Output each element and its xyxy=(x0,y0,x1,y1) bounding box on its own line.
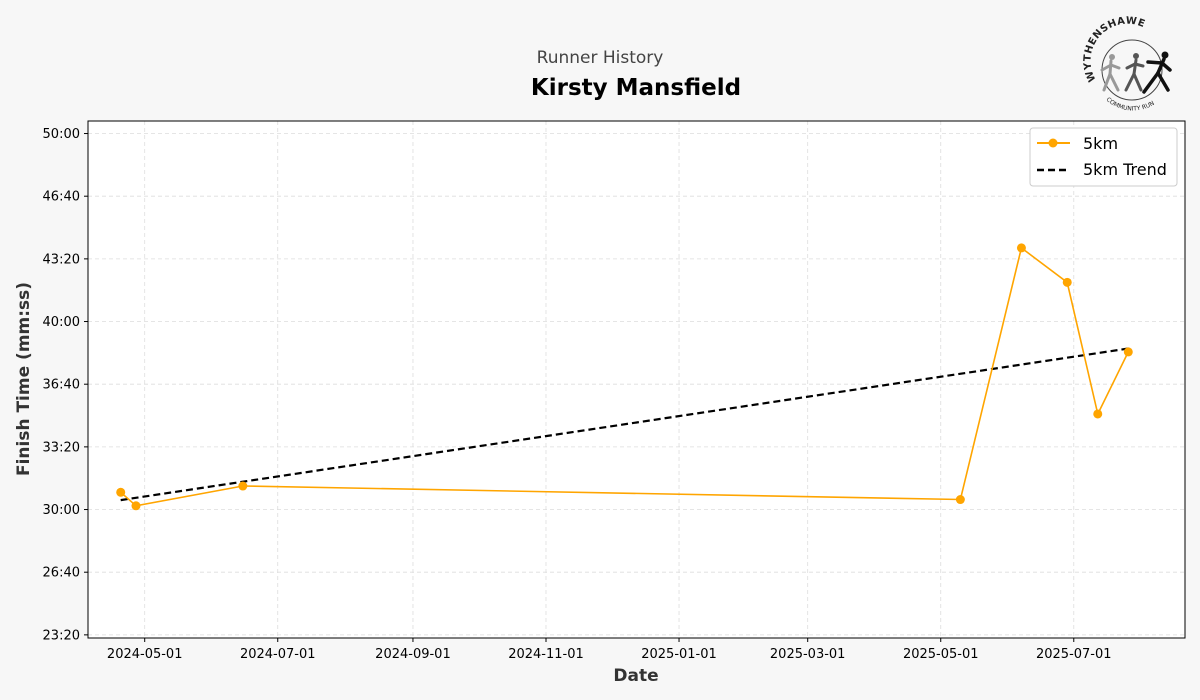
x-tick-label: 2025-07-01 xyxy=(1036,647,1112,662)
legend: 5km 5km Trend xyxy=(1029,127,1178,187)
chart-subtitle: Runner History xyxy=(537,48,664,68)
series-5km-line xyxy=(120,246,1130,507)
series-5km-point xyxy=(116,487,126,497)
series-5km-point xyxy=(238,481,248,491)
y-tick-label: 43:20 xyxy=(43,252,80,267)
series-5km-point xyxy=(131,501,141,511)
runners-icon xyxy=(1100,51,1172,94)
y-axis-label: Finish Time (mm:ss) xyxy=(14,282,34,476)
y-tick-label: 36:40 xyxy=(43,378,80,393)
x-tick-label: 2025-01-01 xyxy=(641,647,717,662)
legend-5km-marker xyxy=(1048,138,1058,148)
legend-5km-label: 5km xyxy=(1083,134,1118,153)
series-trend-line xyxy=(120,347,1129,502)
y-tick-label: 46:40 xyxy=(43,190,80,205)
y-tick-label: 50:00 xyxy=(43,127,80,142)
legend-trend-label: 5km Trend xyxy=(1083,160,1167,179)
plot-area xyxy=(88,121,1185,638)
x-axis-ticks: 2024-05-01 2024-07-01 2024-09-01 2024-11-01… xyxy=(107,638,1112,662)
x-tick-label: 2025-03-01 xyxy=(770,647,846,662)
logo-arc-bottom-text: COMMUNITY RUN xyxy=(1105,96,1156,112)
series-5km-point xyxy=(1123,347,1133,357)
y-tick-label: 40:00 xyxy=(43,315,80,330)
series-5km-point xyxy=(1062,277,1072,287)
series-5km-point xyxy=(955,495,965,505)
chart-title: Kirsty Mansfield xyxy=(531,75,741,101)
series-5km-point xyxy=(1016,243,1026,253)
trend-series xyxy=(120,347,1129,502)
logo-arc-top-text: WYTHENSHAWE xyxy=(1082,15,1146,83)
5km-series xyxy=(116,243,1133,511)
y-tick-label: 23:20 xyxy=(43,628,80,643)
y-axis-ticks: 23:20 26:40 30:00 33:20 36:40 40:00 43:20 46:40… xyxy=(43,127,88,643)
x-tick-label: 2024-07-01 xyxy=(240,647,316,662)
y-tick-label: 26:40 xyxy=(43,566,80,581)
grid xyxy=(88,121,1185,638)
x-tick-label: 2024-09-01 xyxy=(375,647,451,662)
club-logo: WYTHENSHAWE COMMUNITY RUN xyxy=(1082,15,1172,113)
x-tick-label: 2024-11-01 xyxy=(508,647,584,662)
y-tick-label: 30:00 xyxy=(43,503,80,518)
series-5km-point xyxy=(1093,409,1103,419)
y-tick-label: 33:20 xyxy=(43,440,80,455)
x-tick-label: 2025-05-01 xyxy=(903,647,979,662)
x-axis-label: Date xyxy=(613,666,658,686)
x-tick-label: 2024-05-01 xyxy=(107,647,183,662)
plot-border xyxy=(87,120,1186,639)
